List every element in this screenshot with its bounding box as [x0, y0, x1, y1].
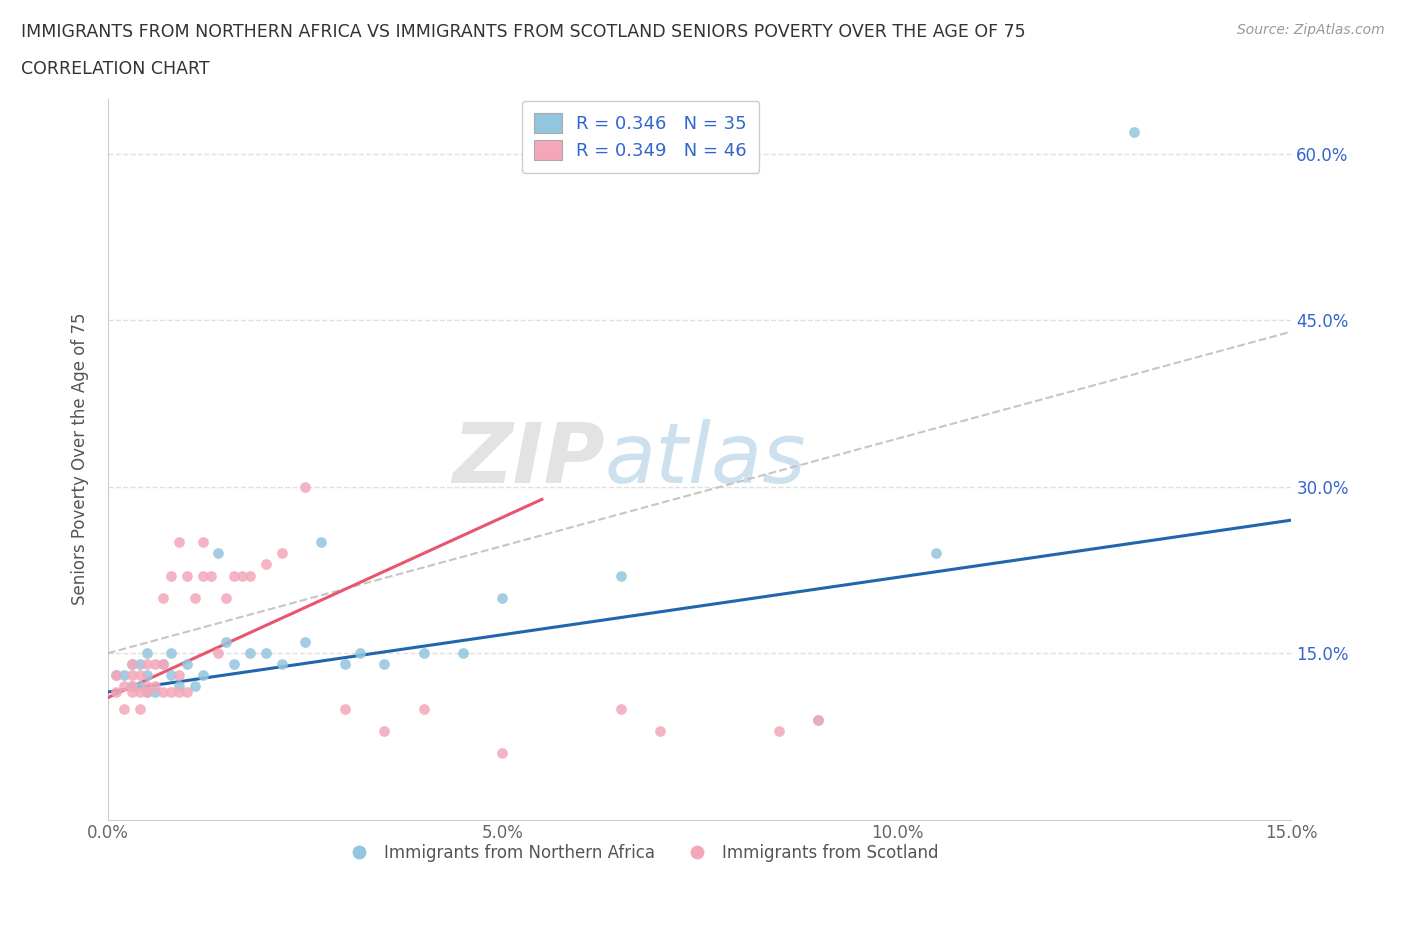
Point [136, 668, 159, 683]
Point [152, 591, 174, 605]
Point [270, 546, 292, 561]
Point [167, 668, 190, 683]
Point [121, 668, 143, 683]
Point [121, 679, 143, 694]
Point [373, 724, 395, 738]
Point [309, 535, 332, 550]
Point [294, 479, 316, 494]
Point [104, 684, 127, 699]
Point [610, 568, 633, 583]
Point [215, 634, 238, 649]
Text: CORRELATION CHART: CORRELATION CHART [21, 60, 209, 78]
Point [215, 591, 238, 605]
Point [104, 668, 127, 683]
Text: ZIP: ZIP [453, 418, 605, 499]
Point [650, 724, 672, 738]
Point [128, 668, 150, 683]
Point [128, 701, 150, 716]
Point [136, 657, 159, 671]
Point [224, 657, 246, 671]
Point [136, 684, 159, 699]
Point [925, 546, 948, 561]
Point [104, 668, 127, 683]
Point [121, 657, 143, 671]
Point [333, 657, 356, 671]
Point [167, 679, 190, 694]
Point [191, 668, 214, 683]
Point [160, 645, 183, 660]
Point [807, 712, 830, 727]
Text: IMMIGRANTS FROM NORTHERN AFRICA VS IMMIGRANTS FROM SCOTLAND SENIORS POVERTY OVER: IMMIGRANTS FROM NORTHERN AFRICA VS IMMIG… [21, 23, 1026, 41]
Point [333, 701, 356, 716]
Y-axis label: Seniors Poverty Over the Age of 75: Seniors Poverty Over the Age of 75 [72, 312, 89, 605]
Point [349, 645, 371, 660]
Point [136, 645, 159, 660]
Point [143, 684, 166, 699]
Point [294, 634, 316, 649]
Point [160, 668, 183, 683]
Point [112, 668, 135, 683]
Point [451, 645, 474, 660]
Point [128, 657, 150, 671]
Point [136, 684, 159, 699]
Point [491, 591, 513, 605]
Text: Source: ZipAtlas.com: Source: ZipAtlas.com [1237, 23, 1385, 37]
Point [152, 657, 174, 671]
Point [224, 568, 246, 583]
Point [231, 568, 253, 583]
Point [207, 645, 229, 660]
Text: atlas: atlas [605, 418, 807, 499]
Point [152, 657, 174, 671]
Point [373, 657, 395, 671]
Point [152, 684, 174, 699]
Point [200, 568, 222, 583]
Point [1122, 125, 1144, 140]
Point [136, 679, 159, 694]
Point [254, 645, 277, 660]
Point [121, 657, 143, 671]
Point [143, 657, 166, 671]
Point [254, 557, 277, 572]
Point [176, 657, 198, 671]
Point [143, 679, 166, 694]
Point [160, 684, 183, 699]
Point [128, 679, 150, 694]
Point [610, 701, 633, 716]
Point [412, 645, 434, 660]
Point [491, 746, 513, 761]
Point [112, 701, 135, 716]
Point [184, 679, 207, 694]
Point [128, 684, 150, 699]
Point [239, 568, 262, 583]
Point [191, 535, 214, 550]
Legend: Immigrants from Northern Africa, Immigrants from Scotland: Immigrants from Northern Africa, Immigra… [336, 838, 945, 869]
Point [239, 645, 262, 660]
Point [768, 724, 790, 738]
Point [121, 679, 143, 694]
Point [207, 546, 229, 561]
Point [176, 684, 198, 699]
Point [807, 712, 830, 727]
Point [121, 684, 143, 699]
Point [191, 568, 214, 583]
Point [176, 568, 198, 583]
Point [167, 684, 190, 699]
Point [270, 657, 292, 671]
Point [412, 701, 434, 716]
Point [167, 535, 190, 550]
Point [112, 679, 135, 694]
Point [160, 568, 183, 583]
Point [184, 591, 207, 605]
